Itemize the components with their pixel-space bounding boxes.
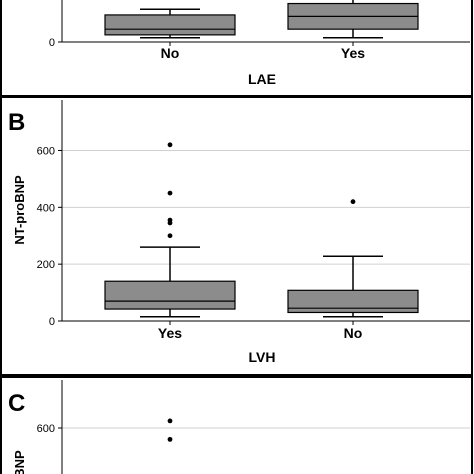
panel-b-outlier-point (350, 199, 356, 205)
panel-a-category-label: Yes (341, 45, 365, 61)
panel-b-y-axis-title: NT-proBNP (12, 175, 27, 245)
panel-c-y-tick-label: 600 (37, 423, 55, 435)
panel-c-outlier-point (167, 418, 173, 424)
panel-a-category-label: No (161, 45, 180, 61)
panel-c-frame (0, 376, 473, 474)
panel-b-label: B (8, 109, 25, 136)
panel-b-box (104, 280, 236, 310)
panel-b-y-tick-label: 200 (37, 259, 55, 271)
panel-b-y-tick-label: 0 (49, 316, 55, 328)
panel-b-box (287, 289, 419, 314)
panel-a-box (104, 14, 236, 36)
panel-b-y-tick-label: 600 (37, 145, 55, 157)
panel-b: B NT-proBNP 0 200 400 600 Yes No LVH (0, 96, 473, 376)
panel-c: C BNP 600 (0, 376, 473, 474)
panel-b-x-axis-title: LVH (249, 349, 276, 365)
panel-b-outlier-point (167, 217, 173, 223)
panel-a: 0 No Yes LAE (0, 0, 473, 97)
panel-b-outlier-point (167, 233, 173, 239)
panel-a-y-tick-label: 0 (49, 37, 55, 49)
panel-b-category-label: No (344, 325, 363, 341)
panel-b-frame (0, 96, 473, 376)
panel-c-label: C (8, 390, 25, 417)
panel-b-outlier-point (167, 190, 173, 196)
panel-c-y-axis-title: BNP (12, 450, 27, 474)
panel-b-y-tick-label: 400 (37, 202, 55, 214)
panel-c-outlier-point (167, 436, 173, 442)
panel-a-x-axis-title: LAE (248, 71, 276, 87)
panel-b-category-label: Yes (158, 325, 182, 341)
panel-b-outlier-point (167, 142, 173, 148)
